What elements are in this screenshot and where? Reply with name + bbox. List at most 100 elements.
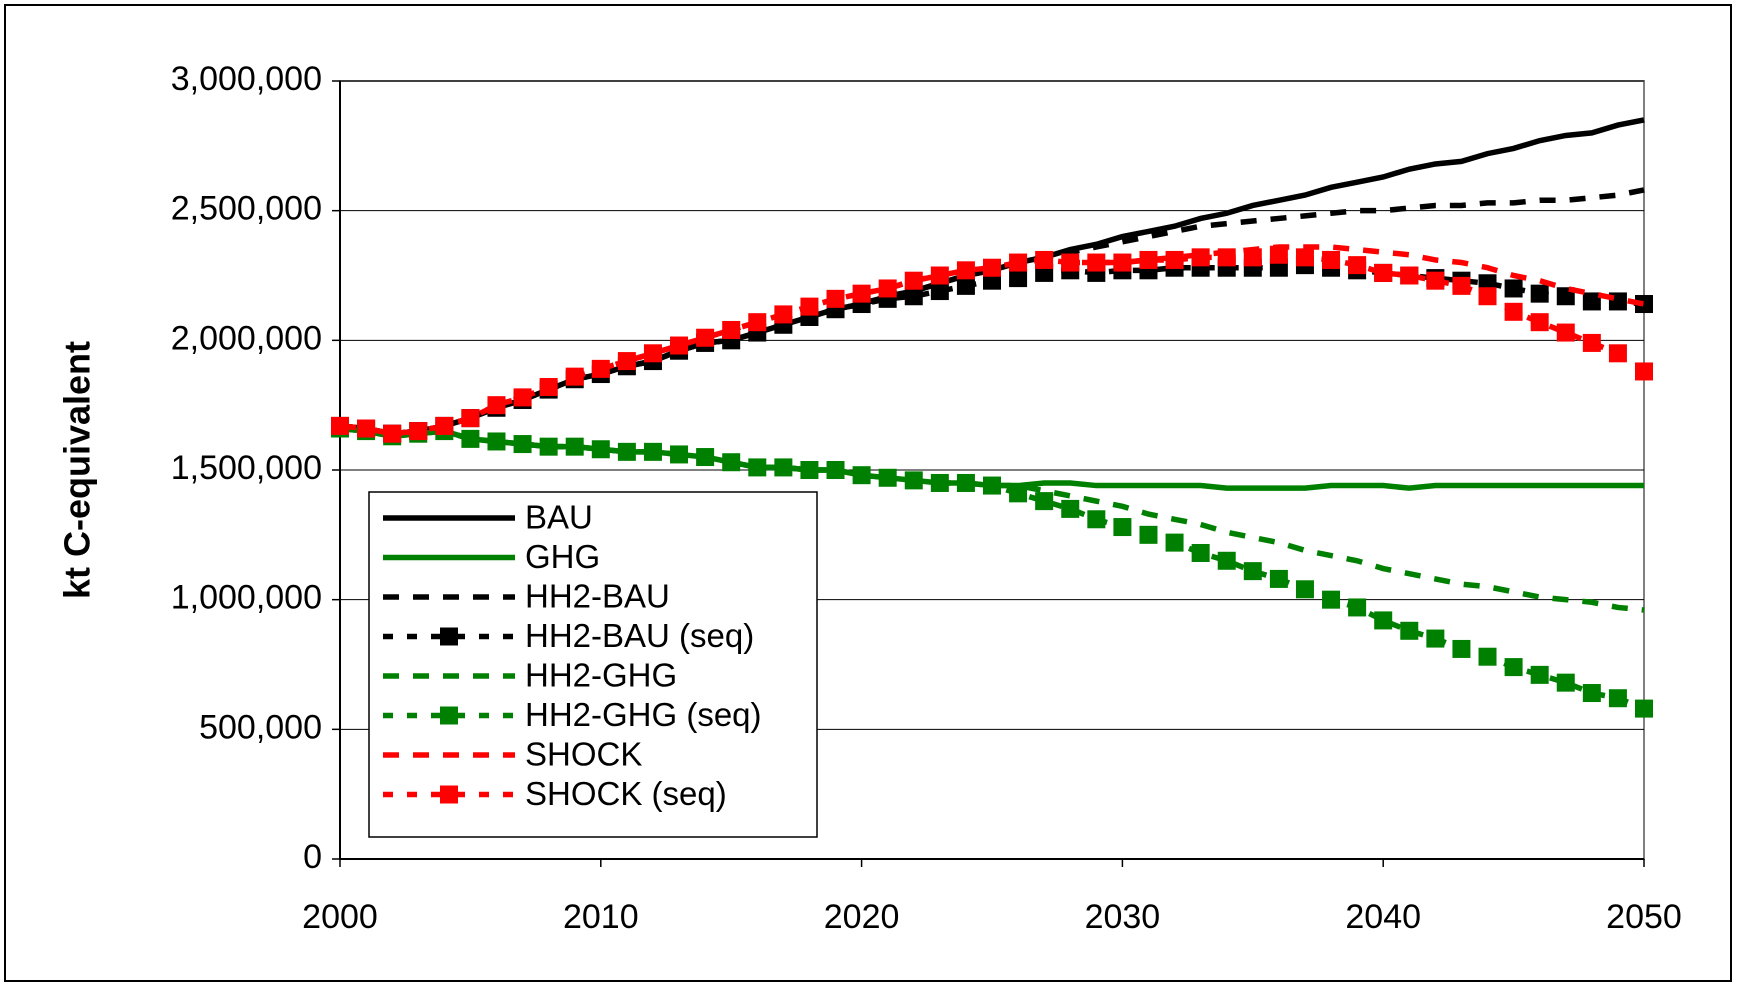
series-marker [383,424,402,443]
series-marker [1374,611,1393,630]
series-line [339,244,1645,437]
series-marker [1165,250,1184,269]
y-tick-label: 2,000,000 [171,319,322,357]
legend-label: HH2-BAU [525,578,670,615]
series-marker [670,445,689,464]
series-marker [1009,269,1028,288]
series-marker [878,468,897,487]
series-marker [1530,284,1549,303]
series-marker [670,336,689,355]
series-marker [1556,673,1575,692]
series-marker [1582,684,1601,703]
series-marker [539,378,558,397]
x-tick-label: 2030 [1085,898,1161,936]
legend-label: BAU [525,499,593,536]
series-marker [1061,253,1080,272]
y-axis-title: kt C-equivalent [57,341,98,599]
legend-label: HH2-GHG [525,657,677,694]
series-marker [826,461,845,479]
series-marker [1400,621,1419,640]
y-tick-label: 2,500,000 [171,190,322,228]
series-marker [1530,665,1549,684]
series-marker [1191,248,1210,267]
series-marker [435,416,454,435]
series-marker [1009,253,1028,272]
series-marker [1087,510,1106,529]
x-tick-label: 2040 [1345,898,1421,936]
series-marker [1061,499,1080,518]
series-marker [1452,276,1471,295]
y-tick-label: 1,000,000 [171,579,322,617]
series-marker [930,473,949,492]
series-marker [617,352,636,371]
series-marker [904,287,923,306]
series-marker [1295,580,1314,599]
series-marker [1556,323,1575,342]
series-marker [1217,248,1236,267]
series-marker [513,435,532,454]
series-marker [1504,658,1523,677]
series-marker [800,461,819,479]
series-marker [643,442,662,461]
series-marker [1452,639,1471,658]
series-marker [852,466,871,485]
series-marker [1374,263,1393,282]
legend-label: SHOCK (seq) [525,775,727,812]
y-tick-label: 0 [303,838,322,876]
series-marker [1295,248,1314,267]
series-marker [956,473,975,492]
series-marker [826,289,845,308]
series-marker [1035,250,1054,269]
series-marker [1322,250,1341,269]
series-marker [357,419,376,438]
series-marker [696,328,715,347]
series-marker [1009,484,1028,503]
series-marker [696,448,715,467]
series-marker [774,458,793,477]
x-tick-label: 2050 [1606,898,1682,936]
series-marker [748,313,767,332]
series-marker [1113,253,1132,272]
series-marker [1217,551,1236,570]
series-marker [1608,344,1627,363]
series-marker [331,416,349,435]
series-marker [1322,590,1341,609]
series-marker [852,284,871,303]
series-marker [1530,313,1549,332]
series-marker [565,437,584,456]
series-marker [409,422,428,441]
series-marker [904,271,923,290]
series-marker [513,388,532,407]
series-marker [1582,333,1601,352]
series-marker [1348,598,1367,617]
series-marker [487,432,506,451]
series-marker [1035,492,1054,511]
series-marker [800,297,819,316]
series-marker [1243,248,1262,267]
series-marker [1426,271,1445,290]
y-tick-label: 500,000 [199,708,322,746]
y-tick-label: 1,500,000 [171,449,322,487]
x-tick-label: 2020 [824,898,900,936]
series-marker [1139,250,1158,269]
y-tick-label: 3,000,000 [171,60,322,98]
legend-marker [440,785,458,804]
series-marker [617,442,636,461]
legend-label: HH2-GHG (seq) [525,696,762,733]
series-marker [591,359,610,378]
series-marker [930,282,949,301]
series-marker [1113,518,1132,537]
series-marker [1400,266,1419,285]
series-marker [930,266,949,285]
x-tick-label: 2010 [563,898,639,936]
series-marker [1635,699,1653,718]
legend-box [368,491,818,838]
series-marker [461,409,480,428]
series-marker [565,367,584,386]
series-marker [1087,253,1106,272]
series-marker [722,453,741,472]
series-marker [1348,256,1367,275]
legend-label: HH2-BAU (seq) [525,617,754,654]
